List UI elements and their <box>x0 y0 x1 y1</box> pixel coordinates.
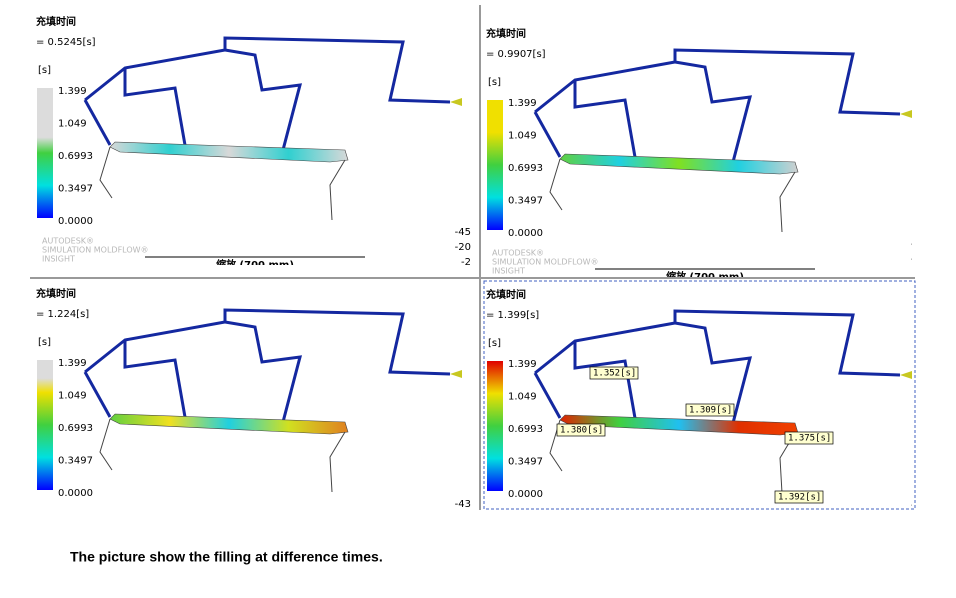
axis-coordinate: -2 <box>911 500 921 511</box>
legend-label: 1.049 <box>508 392 537 403</box>
time-value: = 0.5245[s] <box>36 37 96 48</box>
result-title: 充填时间 <box>36 15 76 28</box>
rib <box>99 146 113 199</box>
axis-coordinate: -1 <box>911 254 921 265</box>
axis-coordinate: -45 <box>455 227 471 238</box>
annotation-box <box>784 431 834 445</box>
rib <box>549 158 563 211</box>
time-value: = 1.224[s] <box>36 309 89 320</box>
legend-label: 1.049 <box>58 391 87 402</box>
runner <box>533 372 562 419</box>
runner <box>123 68 187 146</box>
gate <box>450 98 462 106</box>
runner <box>83 99 112 146</box>
legend-label: 0.0000 <box>508 489 543 500</box>
legend-label: 0.6993 <box>508 163 543 174</box>
legend-label: 0.3497 <box>508 196 543 207</box>
legend-label: 1.399 <box>58 358 87 369</box>
unit: [s] <box>38 337 51 348</box>
part <box>109 141 349 163</box>
legend-label: 0.0000 <box>508 228 543 239</box>
legend-label: 0.0000 <box>58 488 93 499</box>
annotation: 1.309[s] <box>689 406 732 416</box>
runner <box>83 371 112 418</box>
gate <box>900 110 912 118</box>
annotation: 1.375[s] <box>788 434 831 444</box>
axis-coordinate: -43 <box>455 499 471 510</box>
legend-label: 1.399 <box>58 86 87 97</box>
runner <box>533 111 562 158</box>
rib <box>329 431 346 493</box>
scale-label: 缩放 (700 mm) <box>216 258 294 271</box>
legend-label: 0.6993 <box>58 423 93 434</box>
result-title: 充填时间 <box>36 287 76 300</box>
legend-label: 1.049 <box>508 131 537 142</box>
axis-coordinate: -4 <box>911 239 921 250</box>
result-title: 充填时间 <box>486 288 526 301</box>
part <box>559 153 799 175</box>
legend-label: 0.0000 <box>58 216 93 227</box>
watermark: AUTODESK® <box>492 249 544 258</box>
runner <box>674 321 753 424</box>
runner <box>573 341 637 419</box>
time-value: = 0.9907[s] <box>486 49 546 60</box>
active-frame <box>483 280 916 510</box>
watermark: SIMULATION MOLDFLOW® <box>492 258 599 267</box>
annotation-box <box>556 423 606 437</box>
runner <box>674 60 753 163</box>
runner <box>123 340 187 418</box>
caption: The picture show the filling at differen… <box>70 549 383 565</box>
legend-bar <box>487 361 503 491</box>
watermark: INSIGHT <box>42 255 75 264</box>
watermark: INSIGHT <box>492 267 525 276</box>
axis-coordinate: -20 <box>455 242 471 253</box>
rib <box>99 418 113 471</box>
part <box>109 413 349 435</box>
unit: [s] <box>488 77 501 88</box>
legend-label: 1.399 <box>508 359 537 370</box>
rib <box>779 171 796 233</box>
legend-label: 0.6993 <box>58 151 93 162</box>
viewport: 充填时间 = 1.224[s] [s] 1.399 1.049 0.6993 0.3497 0… <box>36 287 471 510</box>
watermark: AUTODESK® <box>42 237 94 246</box>
viewport: 充填时间 = 0.9907[s] [s] 1.399 1.049 0.6993 0.3497… <box>486 27 921 283</box>
runner <box>573 80 637 158</box>
axis-coordinate: -2 <box>461 257 471 268</box>
watermark: SIMULATION MOLDFLOW® <box>42 246 149 255</box>
runner <box>224 48 303 151</box>
legend-label: 1.399 <box>508 98 537 109</box>
annotation: 1.392[s] <box>778 493 821 503</box>
viewport: 充填时间 = 1.399[s] [s] 1.399 1.049 0.6993 0.3497 0… <box>486 288 921 511</box>
legend-bar <box>37 88 53 218</box>
annotation-box <box>589 366 639 380</box>
legend-label: 0.3497 <box>58 456 93 467</box>
rib <box>329 159 346 221</box>
result-title: 充填时间 <box>486 27 526 40</box>
unit: [s] <box>488 338 501 349</box>
legend-bar <box>487 100 503 230</box>
viewport: 充填时间 = 0.5245[s] [s] 1.399 1.049 0.6993 0.3497… <box>36 15 471 271</box>
gate <box>900 371 912 379</box>
time-value: = 1.399[s] <box>486 310 539 321</box>
annotation-box <box>774 490 824 504</box>
legend-label: 0.3497 <box>58 184 93 195</box>
annotation-box <box>685 403 735 417</box>
legend-label: 0.6993 <box>508 424 543 435</box>
legend-label: 1.049 <box>58 119 87 130</box>
scale-label: 缩放 (700 mm) <box>666 270 744 283</box>
unit: [s] <box>38 65 51 76</box>
legend-bar <box>37 360 53 490</box>
legend-label: 0.3497 <box>508 457 543 468</box>
annotation: 1.352[s] <box>593 369 636 379</box>
runner <box>224 320 303 423</box>
gate <box>450 370 462 378</box>
annotation: 1.380[s] <box>560 426 603 436</box>
